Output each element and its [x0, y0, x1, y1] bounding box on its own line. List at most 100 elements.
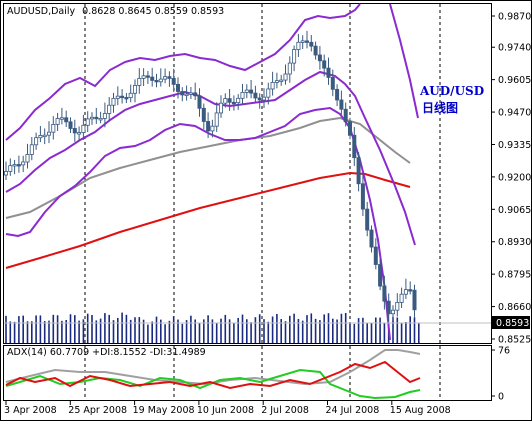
candle-body [55, 118, 60, 125]
candle-body [29, 144, 34, 155]
candle-body [317, 54, 322, 62]
candle-body [352, 134, 357, 159]
candle-body [167, 76, 172, 79]
date-tick-label: 24 Jul 2008 [326, 405, 380, 416]
price-tick-label: 0.9870 [498, 12, 531, 23]
annotation-subtitle: 日线图 [422, 100, 458, 115]
date-tick-label: 3 Apr 2008 [4, 405, 57, 416]
di-minus-line [5, 360, 421, 390]
price-tick-label: 0.9065 [498, 205, 531, 216]
candle-body [369, 229, 374, 248]
price-tick-label: 0.8660 [498, 302, 531, 313]
price-tick-label: 0.9200 [498, 172, 531, 183]
price-tick-label: 0.9605 [498, 75, 531, 86]
candle-body [274, 80, 279, 83]
candle-body [51, 124, 56, 133]
candle-body [335, 88, 340, 101]
adx-title: ADX(14) 60.7709 +DI:8.1552 -DI:31.4989 [7, 347, 206, 358]
candle-body [296, 41, 301, 50]
candle-body [77, 132, 82, 135]
date-tick-label: 15 Aug 2008 [390, 405, 451, 416]
candle-body [120, 95, 125, 99]
candle-body [313, 45, 318, 56]
adx-lines [5, 349, 421, 400]
price-tick-label: 0.8525 [498, 335, 531, 346]
candle-body [137, 77, 142, 86]
candle-body [214, 112, 219, 127]
candle-body [322, 60, 327, 69]
candle-body [253, 92, 258, 99]
candle-body [408, 289, 413, 292]
price-tick-label: 0.9740 [498, 43, 531, 54]
candle-body [38, 135, 43, 139]
candle-body [72, 128, 77, 134]
candle-body [201, 107, 206, 122]
candle-body [223, 98, 228, 104]
candle-body [42, 134, 47, 138]
candle-body [373, 246, 378, 265]
candle-body [124, 97, 129, 100]
candle-body [378, 264, 383, 287]
candle-body [4, 171, 9, 176]
date-tick-label: 19 May 2008 [133, 405, 195, 416]
candle-body [300, 40, 305, 43]
candle-body [111, 97, 116, 106]
candle-body [145, 75, 150, 78]
candle-body [34, 137, 39, 146]
candle-body [90, 116, 95, 120]
candle-body [270, 82, 275, 90]
red-moving-average [5, 171, 411, 269]
candle-body [386, 300, 391, 315]
bollinger-upper-right [389, 3, 419, 119]
candle-body [326, 67, 331, 78]
candle-body [102, 113, 107, 119]
candle-body [343, 108, 348, 123]
candle-body [339, 99, 344, 110]
candle-body [292, 49, 297, 64]
candle-body [279, 79, 284, 82]
candle-body [47, 131, 52, 136]
candle-body [115, 95, 120, 99]
date-axis: 3 Apr 2008 25 Apr 2008 19 May 2008 10 Jun 2… [4, 401, 451, 416]
main-chart-panel[interactable] [3, 3, 492, 344]
candle-body [59, 117, 64, 120]
candle-body [98, 118, 103, 121]
price-axis: 0.9870 0.9740 0.9605 0.9470 0.9335 0.9200 0.90… [492, 12, 531, 346]
candle-body [180, 91, 185, 96]
candle-body [356, 157, 361, 185]
candle-body [128, 92, 133, 99]
candle-body [12, 164, 17, 167]
candle-body [25, 154, 30, 163]
candle-body [236, 97, 241, 104]
candle-body [304, 40, 309, 43]
candle-body [244, 89, 249, 93]
candle-body [266, 88, 271, 98]
candle-body [261, 96, 266, 101]
candle-body [403, 289, 408, 295]
candle-body [231, 101, 236, 105]
candle-body [68, 121, 73, 129]
date-tick-label: 2 Jul 2008 [261, 405, 309, 416]
candle-body [21, 161, 26, 166]
candle-body [249, 89, 254, 94]
candle-body [412, 289, 417, 311]
candle-body [382, 285, 387, 302]
bollinger-upper [5, 3, 361, 141]
candle-body [175, 83, 180, 92]
candle-body [257, 97, 262, 101]
candle-body [390, 309, 395, 315]
candle-body [218, 102, 223, 114]
candle-body [206, 121, 211, 132]
candle-body [193, 92, 198, 97]
candle-body [395, 302, 400, 311]
price-tick-label: 0.9335 [498, 140, 531, 151]
price-tick-label: 0.9470 [498, 108, 531, 119]
candle-body [163, 76, 168, 80]
candle-body [287, 62, 292, 75]
candle-body [107, 104, 112, 114]
candle-body [94, 116, 99, 120]
price-candles [4, 30, 417, 322]
candle-body [330, 77, 335, 90]
